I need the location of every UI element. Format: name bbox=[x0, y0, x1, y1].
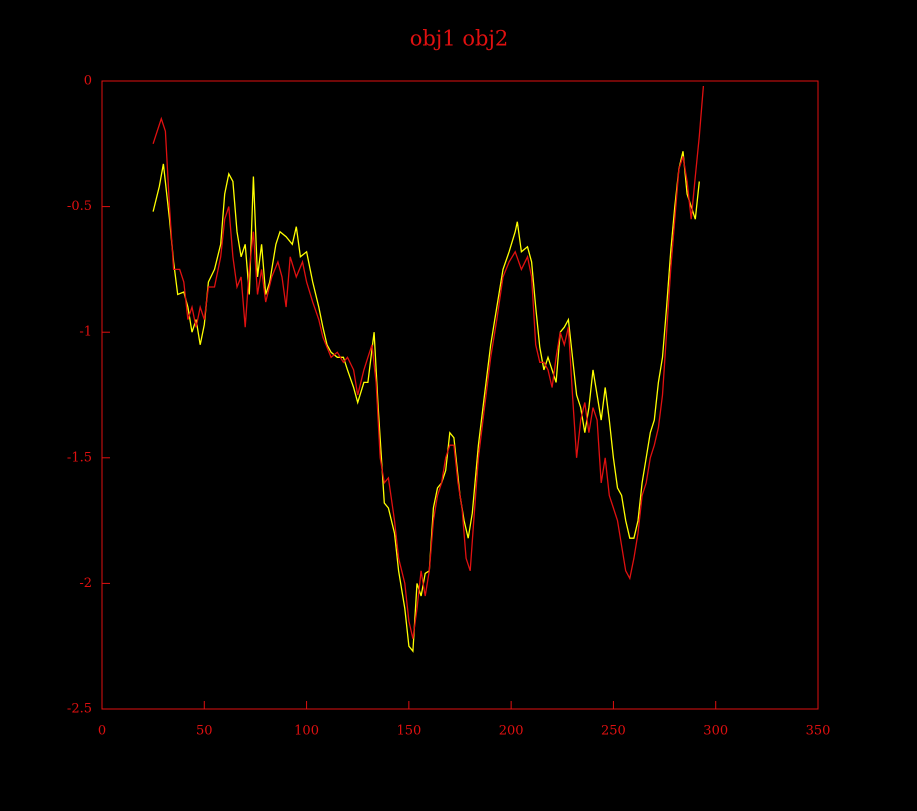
plot-frame bbox=[101, 80, 819, 710]
x-tick-label: 150 bbox=[396, 724, 421, 739]
y-tick-label: -1.5 bbox=[67, 450, 92, 465]
x-tick-label: 50 bbox=[196, 724, 213, 739]
x-tick-label: 0 bbox=[98, 724, 106, 739]
x-tick-label: 300 bbox=[703, 724, 728, 739]
series-line bbox=[152, 151, 700, 653]
y-tick-label: 0 bbox=[84, 74, 92, 89]
y-tick-label: -1 bbox=[79, 325, 92, 340]
y-tick-label: -2 bbox=[79, 576, 92, 591]
series-line bbox=[152, 85, 705, 639]
x-tick-label: 100 bbox=[294, 724, 319, 739]
y-tick-label: -2.5 bbox=[67, 702, 92, 717]
x-tick-label: 350 bbox=[806, 724, 831, 739]
x-tick-label: 250 bbox=[601, 724, 626, 739]
chart-title: obj1 obj2 bbox=[410, 27, 509, 51]
x-tick-label: 200 bbox=[499, 724, 524, 739]
y-tick-label: -0.5 bbox=[67, 199, 92, 214]
